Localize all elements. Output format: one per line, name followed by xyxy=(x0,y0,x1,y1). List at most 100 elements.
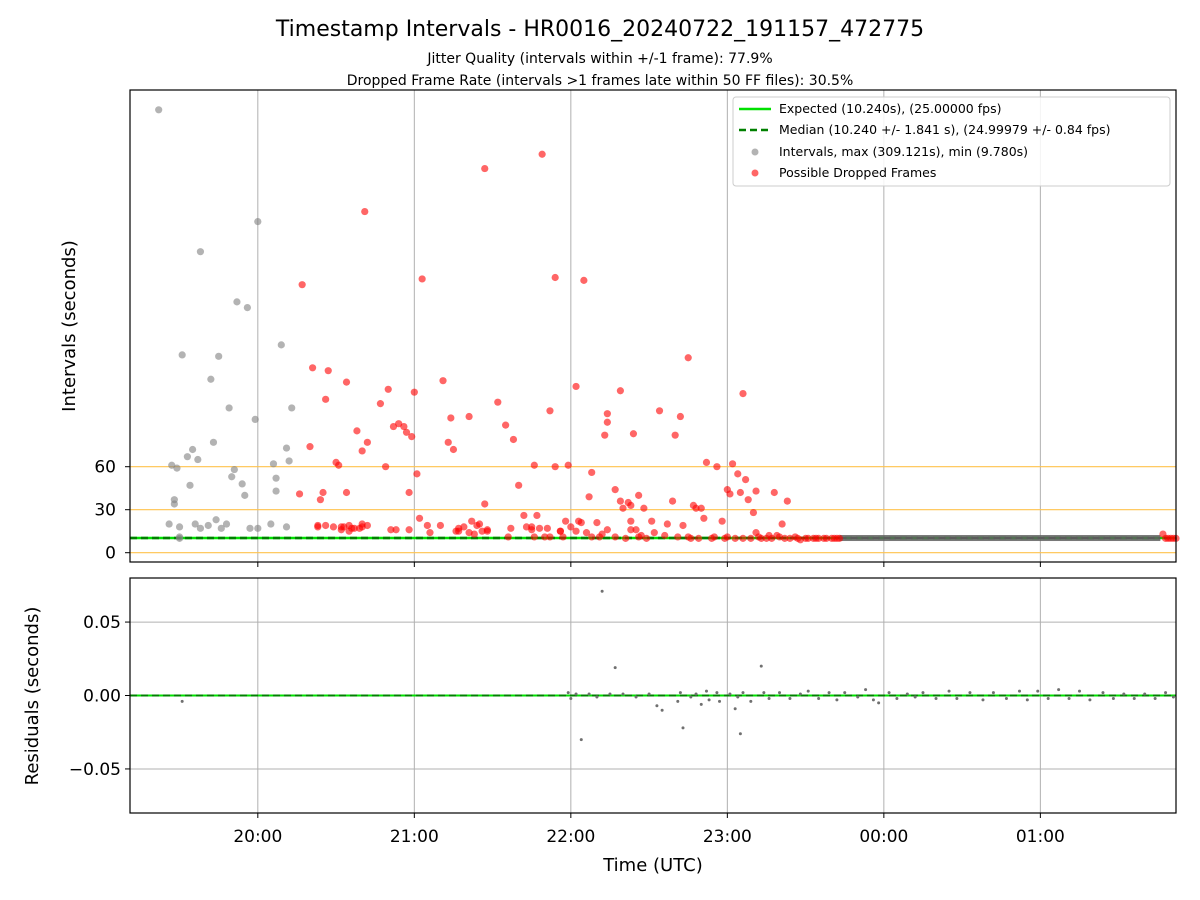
dropped-frame-point xyxy=(324,367,332,375)
intervals-y-axis-label: Intervals (seconds) xyxy=(59,240,80,412)
interval-point xyxy=(165,520,173,528)
residual-point xyxy=(1132,696,1136,700)
interval-point xyxy=(209,438,218,446)
interval-point xyxy=(215,352,223,360)
intervals-plot: 0 30 60 Intervals (seconds) Expected (10.2… xyxy=(59,89,1180,567)
interval-point xyxy=(212,516,220,524)
residual-point xyxy=(921,691,925,695)
dropped-frame-point xyxy=(702,458,711,466)
dropped-frame-point xyxy=(520,511,528,520)
dropped-frame-point xyxy=(822,534,831,542)
residual-point xyxy=(1057,688,1061,692)
interval-point xyxy=(241,491,249,499)
dropped-frame-point xyxy=(655,407,664,415)
dropped-frame-point xyxy=(567,523,575,531)
dropped-frame-point xyxy=(815,534,823,542)
dropped-frame-point xyxy=(582,529,591,537)
dropped-frame-point xyxy=(611,533,619,541)
dropped-frame-point xyxy=(603,418,611,426)
dropped-frame-point xyxy=(757,534,765,542)
dropped-frame-point xyxy=(710,533,718,541)
dropped-frame-point xyxy=(804,534,812,542)
interval-point xyxy=(222,520,231,528)
dropped-frame-point xyxy=(423,521,431,530)
dropped-frame-point xyxy=(588,533,596,541)
intervals-y-tick-label: 0 xyxy=(105,544,116,564)
residual-point xyxy=(1067,696,1071,700)
dropped-frame-point xyxy=(627,526,635,534)
interval-point xyxy=(254,218,262,226)
residual-point xyxy=(806,689,810,693)
dropped-frame-point xyxy=(616,497,624,505)
residual-point xyxy=(887,691,891,695)
interval-point xyxy=(282,523,291,531)
dropped-frame-point xyxy=(577,519,585,527)
legend-intervals-label: Intervals, max (309.121s), min (9.780s) xyxy=(779,144,1028,159)
dropped-frame-point xyxy=(700,514,708,522)
interval-point xyxy=(285,457,293,465)
dropped-frame-point xyxy=(627,517,635,525)
dropped-frame-point xyxy=(413,470,421,478)
dropped-frame-point xyxy=(543,524,551,532)
dropped-frame-point xyxy=(718,517,726,525)
legend: Expected (10.240s), (25.00000 fps) Media… xyxy=(732,96,1171,187)
dropped-frame-point xyxy=(470,530,478,538)
residual-point xyxy=(778,691,782,695)
dropped-frame-point xyxy=(475,520,484,528)
interval-point xyxy=(189,445,197,454)
interval-point xyxy=(243,304,251,312)
residual-point xyxy=(1017,689,1021,693)
dropped-frame-point xyxy=(530,533,538,541)
residual-point xyxy=(767,696,771,700)
interval-point xyxy=(246,524,254,532)
residuals-y-tick-label: −0.05 xyxy=(69,760,121,780)
residual-point xyxy=(1143,692,1147,696)
interval-point xyxy=(175,534,184,542)
interval-point xyxy=(173,464,181,472)
dropped-frame-point xyxy=(408,433,416,441)
dropped-frame-point xyxy=(695,534,703,542)
dropped-frame-point xyxy=(322,395,330,403)
dropped-frame-point xyxy=(603,526,611,534)
dropped-frame-point xyxy=(363,521,371,530)
dropped-frame-point xyxy=(316,496,325,504)
dropped-frame-point xyxy=(507,524,515,532)
residual-point xyxy=(587,692,591,696)
intervals-threshold-lines xyxy=(130,466,1176,554)
interval-point xyxy=(175,523,184,531)
residual-point xyxy=(660,708,664,712)
residual-point xyxy=(843,691,847,695)
dropped-frame-point xyxy=(783,497,791,505)
residual-point xyxy=(595,695,599,699)
dropped-frame-point xyxy=(642,534,651,542)
dropped-frame-point xyxy=(668,497,677,505)
interval-point xyxy=(194,455,202,464)
residual-point xyxy=(1171,695,1175,699)
dropped-frame-point xyxy=(350,524,358,532)
residual-point xyxy=(694,692,698,696)
interval-point xyxy=(233,298,241,306)
dropped-frame-point xyxy=(747,534,755,542)
residual-point xyxy=(704,689,708,693)
x-tick-label: 00:00 xyxy=(859,827,908,847)
residual-point xyxy=(707,698,711,702)
dropped-frame-point xyxy=(739,534,747,542)
residual-point xyxy=(647,692,651,696)
dropped-frame-point xyxy=(676,412,684,421)
dropped-frame-point xyxy=(546,533,554,541)
residuals-y-tick-label: 0.00 xyxy=(83,687,121,707)
residual-point xyxy=(1036,689,1040,693)
dropped-frame-point xyxy=(598,530,606,538)
dropped-frame-point xyxy=(580,276,588,284)
interval-point xyxy=(251,415,259,423)
legend-median-label: Median (10.240 +/- 1.841 s), (24.99979 +… xyxy=(779,122,1110,137)
dropped-frame-point xyxy=(572,527,580,535)
residual-point xyxy=(1153,696,1157,700)
dropped-frame-point xyxy=(663,520,671,528)
residual-point xyxy=(759,664,763,668)
interval-point xyxy=(170,500,178,508)
residual-point xyxy=(608,692,612,696)
dropped-frame-point xyxy=(752,487,760,495)
dropped-frame-point xyxy=(533,511,541,520)
interval-point xyxy=(186,481,194,489)
